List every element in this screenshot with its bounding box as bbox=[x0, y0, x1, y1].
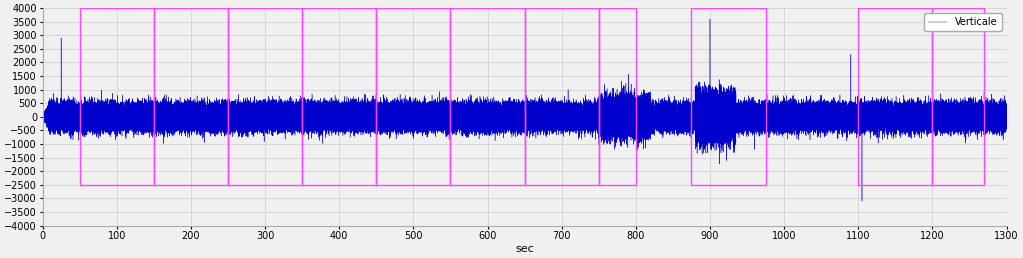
Verticale bbox=[178, 120, 190, 124]
Line: Verticale: Verticale bbox=[43, 8, 1007, 201]
Bar bbox=[376, 8, 450, 185]
Verticale bbox=[465, 113, 478, 116]
Verticale bbox=[966, 112, 978, 115]
Bar bbox=[80, 8, 153, 185]
Bar bbox=[692, 8, 765, 185]
Verticale bbox=[856, 199, 869, 203]
Verticale bbox=[1000, 116, 1013, 119]
Verticale bbox=[100, 111, 113, 114]
Bar bbox=[153, 8, 228, 185]
Bar bbox=[598, 8, 636, 185]
Verticale bbox=[571, 113, 583, 116]
Bar bbox=[302, 8, 376, 185]
Bar bbox=[450, 8, 525, 185]
Legend: Verticale: Verticale bbox=[924, 13, 1002, 31]
Verticale bbox=[37, 115, 49, 118]
Bar bbox=[228, 8, 302, 185]
Bar bbox=[932, 8, 984, 185]
Verticale bbox=[852, 7, 864, 10]
Verticale bbox=[748, 109, 760, 112]
Bar bbox=[525, 8, 598, 185]
X-axis label: sec: sec bbox=[516, 244, 534, 254]
Bar bbox=[858, 8, 932, 185]
